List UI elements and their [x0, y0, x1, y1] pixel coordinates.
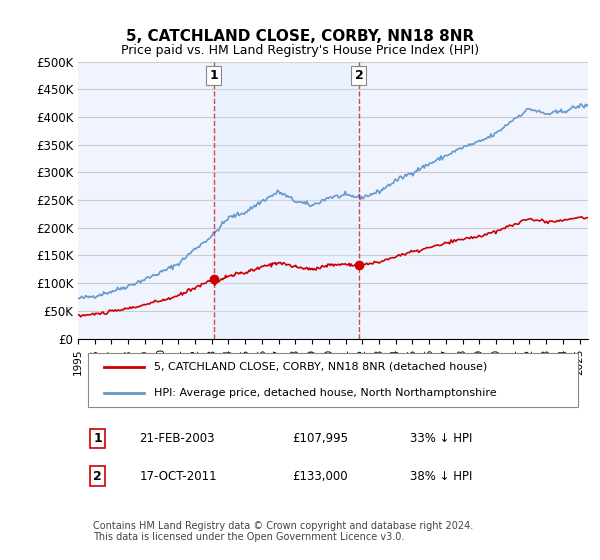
Text: 21-FEB-2003: 21-FEB-2003	[139, 432, 215, 445]
Text: Contains HM Land Registry data © Crown copyright and database right 2024.
This d: Contains HM Land Registry data © Crown c…	[94, 521, 473, 542]
FancyBboxPatch shape	[88, 353, 578, 407]
Text: HPI: Average price, detached house, North Northamptonshire: HPI: Average price, detached house, Nort…	[155, 389, 497, 398]
Text: 33% ↓ HPI: 33% ↓ HPI	[409, 432, 472, 445]
Text: 38% ↓ HPI: 38% ↓ HPI	[409, 469, 472, 483]
Text: £107,995: £107,995	[292, 432, 348, 445]
Text: 5, CATCHLAND CLOSE, CORBY, NN18 8NR (detached house): 5, CATCHLAND CLOSE, CORBY, NN18 8NR (det…	[155, 362, 488, 372]
Bar	[214, 62, 359, 339]
Text: 1: 1	[209, 69, 218, 82]
Text: £133,000: £133,000	[292, 469, 348, 483]
Text: 1: 1	[94, 432, 102, 445]
Text: Price paid vs. HM Land Registry's House Price Index (HPI): Price paid vs. HM Land Registry's House …	[121, 44, 479, 57]
Text: 2: 2	[94, 469, 102, 483]
Text: 5, CATCHLAND CLOSE, CORBY, NN18 8NR: 5, CATCHLAND CLOSE, CORBY, NN18 8NR	[126, 29, 474, 44]
Text: 17-OCT-2011: 17-OCT-2011	[139, 469, 217, 483]
Text: 2: 2	[355, 69, 363, 82]
